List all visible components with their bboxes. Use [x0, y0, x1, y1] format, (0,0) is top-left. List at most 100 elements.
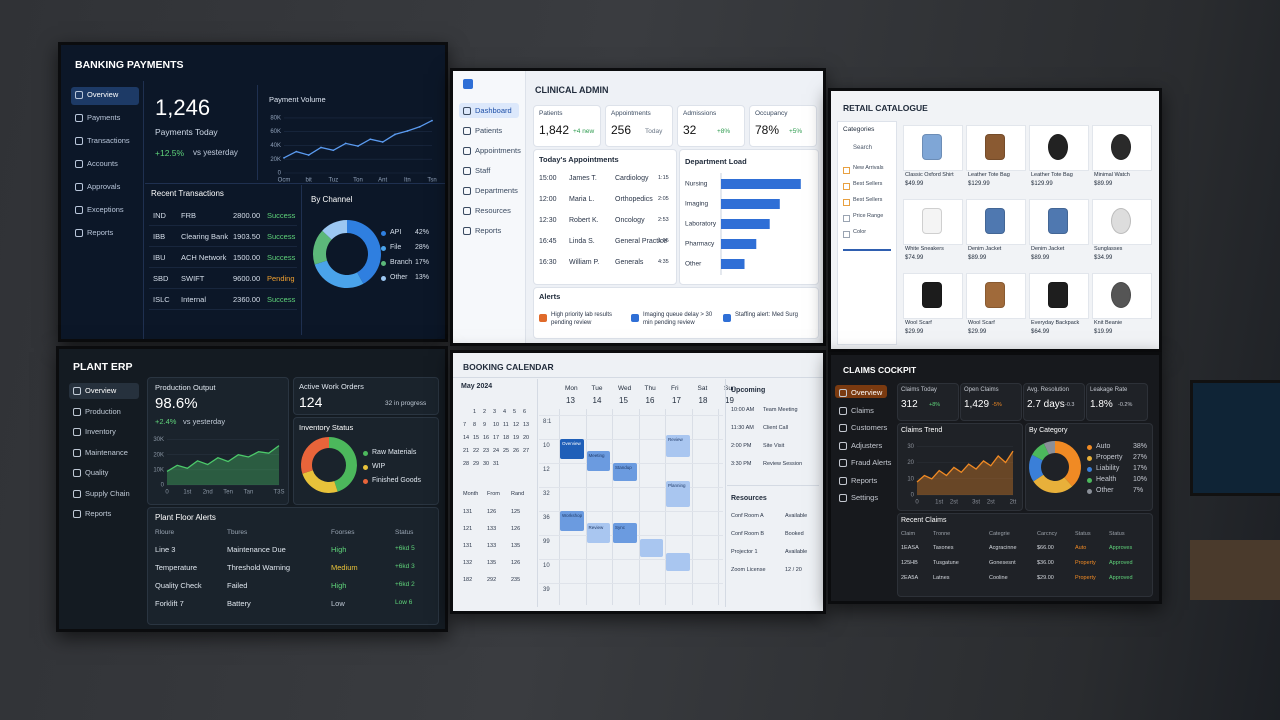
nav-item[interactable]: Production — [85, 406, 121, 416]
product-name[interactable]: Wool Scarf — [905, 320, 932, 326]
card — [605, 105, 673, 147]
legend-swatch — [1087, 467, 1092, 472]
nav-item[interactable]: Exceptions — [87, 205, 124, 214]
nav-item[interactable]: Overview — [851, 388, 883, 397]
nav-item[interactable]: Supply Chain — [85, 488, 130, 498]
table-cell: Approves — [1109, 545, 1133, 551]
nav-item[interactable]: Transactions — [87, 136, 130, 145]
nav-item[interactable]: Appointments — [475, 146, 521, 155]
nav-item[interactable]: Accounts — [87, 159, 118, 168]
table-cell: 2360.00 — [233, 295, 261, 304]
event[interactable]: Overview — [560, 439, 584, 459]
event[interactable]: Meeting — [586, 451, 610, 471]
legend-value: 38% — [1133, 443, 1148, 450]
event[interactable]: Review — [666, 435, 690, 457]
product-name[interactable]: Classic Oxford Shirt — [905, 172, 954, 178]
nav-item[interactable]: Overview — [87, 90, 119, 99]
nav-item[interactable]: Settings — [851, 493, 879, 502]
nav-item[interactable]: Inventory — [85, 427, 116, 436]
mini-cell: 133 — [487, 526, 497, 532]
nav-item[interactable]: Reports — [475, 226, 502, 235]
product-name[interactable]: Wool Scarf — [968, 320, 995, 326]
section-title: Upcoming — [731, 387, 766, 394]
section-title: Plant Floor Alerts — [155, 513, 216, 522]
card — [533, 149, 677, 285]
product-name[interactable]: Minimal Watch — [1094, 172, 1130, 178]
product-name[interactable]: Leather Tote Bag — [968, 172, 1010, 178]
table-cell: Medium — [331, 563, 358, 572]
mini-day: 24 — [493, 448, 500, 454]
nav-item[interactable]: Overview — [85, 386, 117, 395]
nav-item[interactable]: Customers — [851, 423, 888, 432]
product-image[interactable] — [903, 273, 963, 319]
product-shape — [922, 208, 942, 234]
mini-day: 16 — [483, 435, 490, 441]
legend-value: 17% — [1133, 465, 1148, 472]
nav-icon — [73, 387, 81, 395]
nav-item[interactable]: Quality — [85, 468, 109, 477]
product-name[interactable]: Leather Tote Bag — [1031, 172, 1073, 178]
product-name[interactable]: Everyday Backpack — [1031, 320, 1080, 326]
filter[interactable]: Best Sellers — [853, 181, 883, 187]
event[interactable] — [666, 553, 690, 571]
nav-item[interactable]: Adjusters — [851, 440, 883, 450]
table-header: Foorses — [331, 529, 355, 536]
nav-item[interactable]: Fraud Alerts — [851, 458, 892, 467]
table-cell: Temperature — [155, 563, 198, 572]
nav-active — [69, 383, 139, 399]
mini-day: 14 — [463, 435, 470, 441]
nav-item[interactable]: Reports — [851, 475, 878, 485]
chart — [1029, 441, 1081, 493]
mini-cell: 133 — [487, 543, 497, 549]
product-name[interactable]: Sunglasses — [1094, 246, 1123, 252]
mini-day: 31 — [493, 461, 500, 467]
clinical-panel: Dashboard Patients Appointments Staff Depart… — [450, 68, 826, 346]
search[interactable]: Search — [853, 145, 873, 151]
table-cell: 12:30 — [539, 217, 557, 224]
legend-value: 10% — [1133, 476, 1148, 483]
table-cell: Cooline — [989, 575, 1008, 581]
product-shape — [1048, 134, 1068, 160]
nav-item[interactable]: Patients — [475, 126, 503, 135]
filter[interactable]: Best Sellers — [853, 197, 883, 203]
product-name[interactable]: Denim Jacket — [1031, 246, 1065, 252]
resource-cell: Zoom License — [731, 567, 766, 573]
nav-item[interactable]: Staff — [475, 166, 491, 175]
title-bar-line — [453, 377, 823, 378]
product-name[interactable]: Knit Beanie — [1094, 320, 1123, 326]
product-name[interactable]: Denim Jacket — [968, 246, 1002, 252]
y-tick-label: 20K — [153, 452, 164, 458]
card — [897, 383, 959, 421]
product-image[interactable] — [1029, 125, 1089, 171]
event[interactable]: Sync — [613, 523, 637, 543]
event[interactable] — [639, 539, 663, 557]
point — [332, 149, 335, 152]
nav-item[interactable]: Claims — [851, 405, 874, 415]
event[interactable]: Workshop — [560, 511, 584, 531]
table-header: Categrie — [989, 531, 1010, 537]
nav-item[interactable]: Dashboard — [475, 106, 512, 115]
nav-item[interactable]: Reports — [87, 228, 114, 237]
nav-item[interactable]: Approvals — [87, 182, 121, 191]
legend-value: 7% — [1133, 487, 1144, 494]
event[interactable]: Review — [586, 523, 610, 543]
nav-item[interactable]: Payments — [87, 113, 121, 122]
event[interactable]: Planning — [666, 481, 690, 507]
nav-item[interactable]: Departments — [475, 186, 518, 195]
nav-item[interactable]: Resources — [475, 206, 511, 215]
filter[interactable]: Price Range — [853, 213, 884, 219]
filter[interactable]: Color — [853, 229, 867, 235]
event[interactable]: Standup — [613, 463, 637, 481]
point — [406, 130, 409, 132]
filter[interactable]: New Arrivals — [853, 165, 884, 171]
kpi-label: Admissions — [683, 110, 717, 117]
kpi-label: Avg. Resolution — [1027, 387, 1069, 393]
nav-item[interactable]: Reports — [85, 509, 112, 518]
x-tick-label: 2st — [950, 500, 958, 506]
kpi-value: 1,842 — [539, 123, 570, 137]
kpi-label: Open Claims — [964, 387, 999, 393]
card — [679, 149, 819, 285]
product-name[interactable]: White Sneakers — [905, 246, 944, 252]
nav-item[interactable]: Maintenance — [85, 447, 128, 457]
